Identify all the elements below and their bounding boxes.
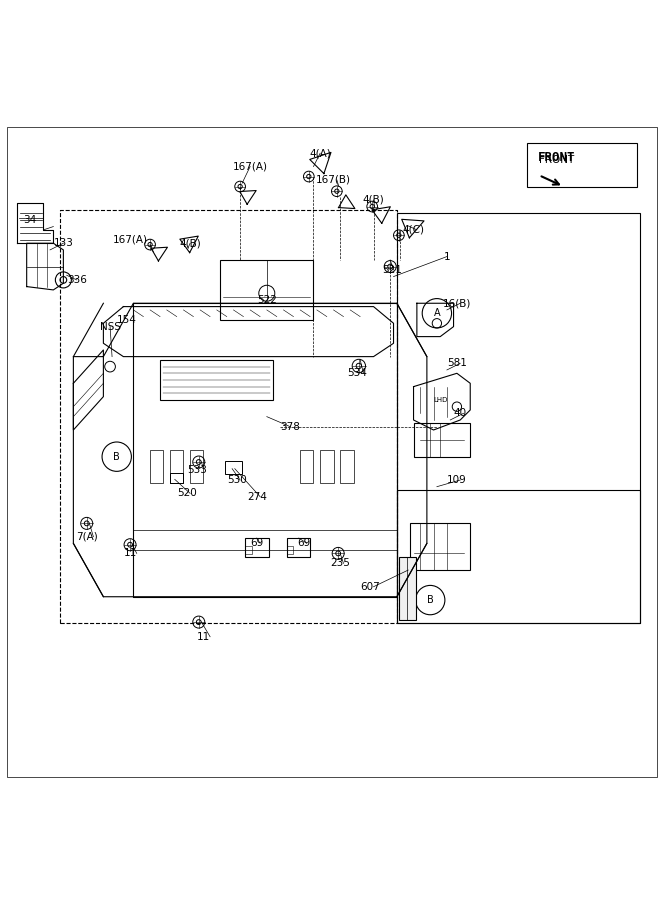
- Text: 69: 69: [250, 538, 263, 548]
- Text: 4(C): 4(C): [403, 225, 424, 235]
- Text: B: B: [113, 452, 120, 462]
- Bar: [245, 546, 252, 554]
- Bar: [170, 450, 183, 483]
- Text: A: A: [434, 309, 440, 319]
- Text: 133: 133: [53, 238, 73, 248]
- Bar: [410, 524, 470, 570]
- Text: 336: 336: [67, 274, 87, 285]
- Bar: [527, 143, 637, 186]
- Bar: [320, 450, 334, 483]
- Text: NSS: NSS: [99, 321, 121, 331]
- Text: 521: 521: [382, 265, 402, 274]
- Text: 11: 11: [123, 548, 137, 558]
- Bar: [300, 450, 313, 483]
- Text: 534: 534: [347, 368, 367, 378]
- Bar: [414, 423, 470, 456]
- Text: 533: 533: [187, 465, 207, 475]
- Text: 167(A): 167(A): [233, 161, 267, 172]
- Text: 16(B): 16(B): [443, 298, 471, 309]
- Text: 1: 1: [444, 252, 450, 262]
- Bar: [287, 546, 293, 554]
- Text: 40: 40: [454, 409, 467, 419]
- Bar: [397, 490, 640, 624]
- Bar: [190, 450, 203, 483]
- Bar: [170, 473, 183, 483]
- Text: 235: 235: [330, 558, 350, 569]
- Bar: [220, 260, 313, 320]
- Text: 167(A): 167(A): [113, 235, 147, 245]
- Bar: [150, 450, 163, 483]
- Text: 522: 522: [257, 295, 277, 305]
- Bar: [399, 557, 416, 620]
- Text: 581: 581: [447, 358, 467, 368]
- Bar: [287, 538, 310, 557]
- Bar: [245, 538, 269, 557]
- Bar: [225, 461, 242, 474]
- Text: FRONT: FRONT: [538, 151, 576, 165]
- Text: FRONT: FRONT: [540, 155, 574, 165]
- Text: 109: 109: [447, 475, 467, 485]
- Text: 530: 530: [227, 475, 247, 485]
- Bar: [397, 213, 640, 624]
- Text: 520: 520: [177, 489, 197, 499]
- Text: LHD: LHD: [433, 397, 448, 403]
- Text: 34: 34: [23, 215, 37, 225]
- Text: 154: 154: [117, 315, 137, 325]
- Text: 11: 11: [197, 632, 210, 642]
- Text: 167(B): 167(B): [316, 175, 351, 184]
- Text: 7(A): 7(A): [76, 532, 97, 542]
- Text: 4(B): 4(B): [179, 238, 201, 248]
- Text: 274: 274: [247, 491, 267, 501]
- Text: B: B: [427, 595, 434, 605]
- Text: 378: 378: [280, 422, 300, 432]
- Text: 69: 69: [297, 538, 310, 548]
- Text: 4(B): 4(B): [363, 195, 384, 205]
- Bar: [340, 450, 354, 483]
- Bar: [160, 360, 273, 400]
- Text: 4(A): 4(A): [309, 148, 331, 158]
- Text: 607: 607: [360, 581, 380, 591]
